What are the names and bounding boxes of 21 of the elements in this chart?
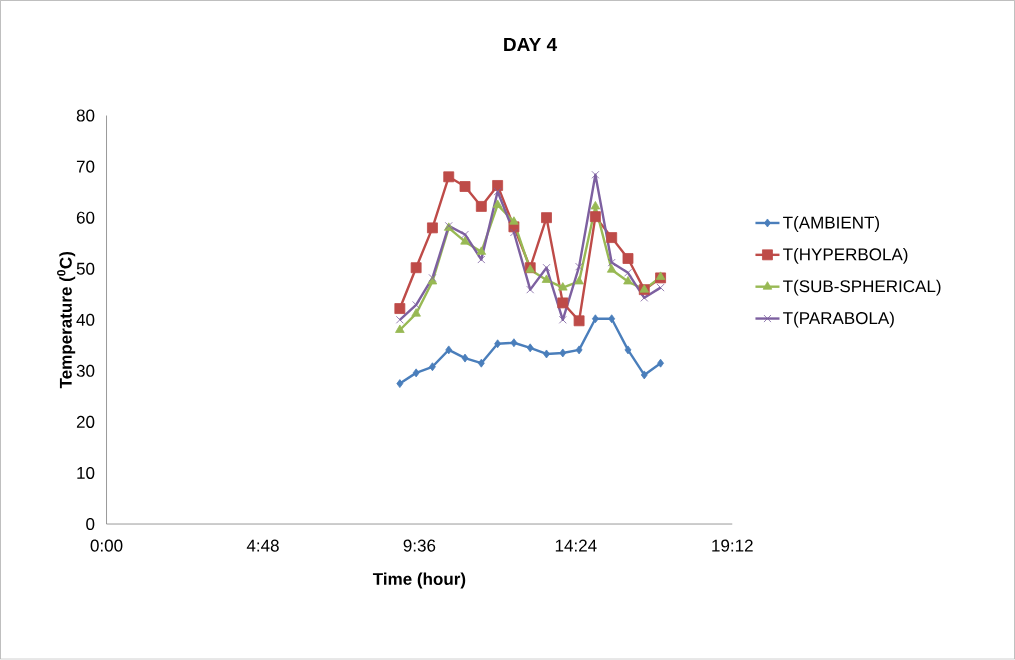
y-tick-label: 70 xyxy=(76,160,95,173)
legend-label: T(HYPERBOLA) xyxy=(783,248,908,264)
legend-label: T(AMBIENT) xyxy=(783,216,880,233)
x-axis-title: Time (hour) xyxy=(372,572,466,589)
legend-label: T(SUB-SPHERICAL) xyxy=(783,279,941,296)
legend-label: T(PARABOLA) xyxy=(783,311,894,328)
y-tick-label: 10 xyxy=(77,467,95,480)
x-tick-label: 4:48 xyxy=(246,539,279,552)
y-tick-label: 30 xyxy=(76,365,95,378)
y-tick-label: 80 xyxy=(76,109,95,122)
chart-title: DAY 4 xyxy=(504,38,558,52)
y-tick-label: 60 xyxy=(76,211,95,224)
x-tick-label: 19:12 xyxy=(712,539,753,552)
y-tick-label: 20 xyxy=(76,416,95,429)
y-axis-title: Temperature ($^{0}$C) xyxy=(57,252,76,389)
x-tick-label: 14:24 xyxy=(555,539,597,552)
y-tick-label: 40 xyxy=(76,313,95,327)
x-tick-label: 0:00 xyxy=(90,539,123,552)
y-tick-label: 0 xyxy=(86,518,95,531)
x-tick-label: 9:36 xyxy=(403,539,436,552)
y-tick-label: 50 xyxy=(76,262,95,275)
